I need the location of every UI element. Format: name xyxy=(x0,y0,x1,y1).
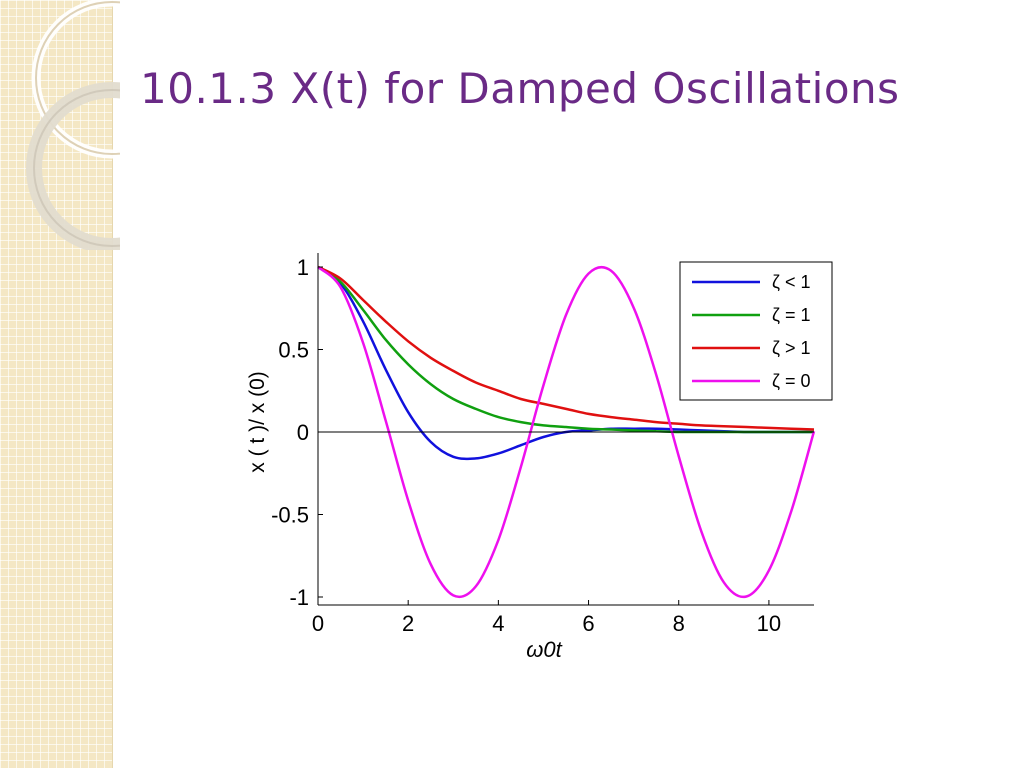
x-tick-label: 6 xyxy=(582,611,594,636)
y-tick-label: -0.5 xyxy=(271,503,309,528)
series-line-3 xyxy=(317,265,816,599)
x-axis-label: ω0t xyxy=(526,637,562,662)
y-tick-label: -1 xyxy=(289,585,309,610)
legend-box xyxy=(679,261,833,401)
x-tick-label: 4 xyxy=(492,611,504,636)
y-tick-label: 0 xyxy=(297,420,309,445)
legend-label-3: ζ = 0 xyxy=(772,371,810,391)
x-tick-label: 8 xyxy=(673,611,685,636)
y-axis-label: x ( t )/ x (0) xyxy=(246,371,269,473)
decorative-rings xyxy=(26,0,120,250)
slide-title: 10.1.3 X(t) for Damped Oscillations xyxy=(140,64,900,113)
y-tick-label: 0.5 xyxy=(278,338,309,363)
legend-label-0: ζ < 1 xyxy=(772,272,810,292)
x-tick-label: 10 xyxy=(757,611,781,636)
series-line-2 xyxy=(317,265,815,431)
x-tick-label: 0 xyxy=(312,611,324,636)
legend-label-2: ζ > 1 xyxy=(772,338,810,358)
x-tick-label: 2 xyxy=(402,611,414,636)
legend-label-1: ζ = 1 xyxy=(772,305,810,325)
legend: ζ < 1 ζ = 1 ζ > 1 ζ = 0 xyxy=(679,261,833,401)
y-tick-label: 1 xyxy=(297,255,309,280)
